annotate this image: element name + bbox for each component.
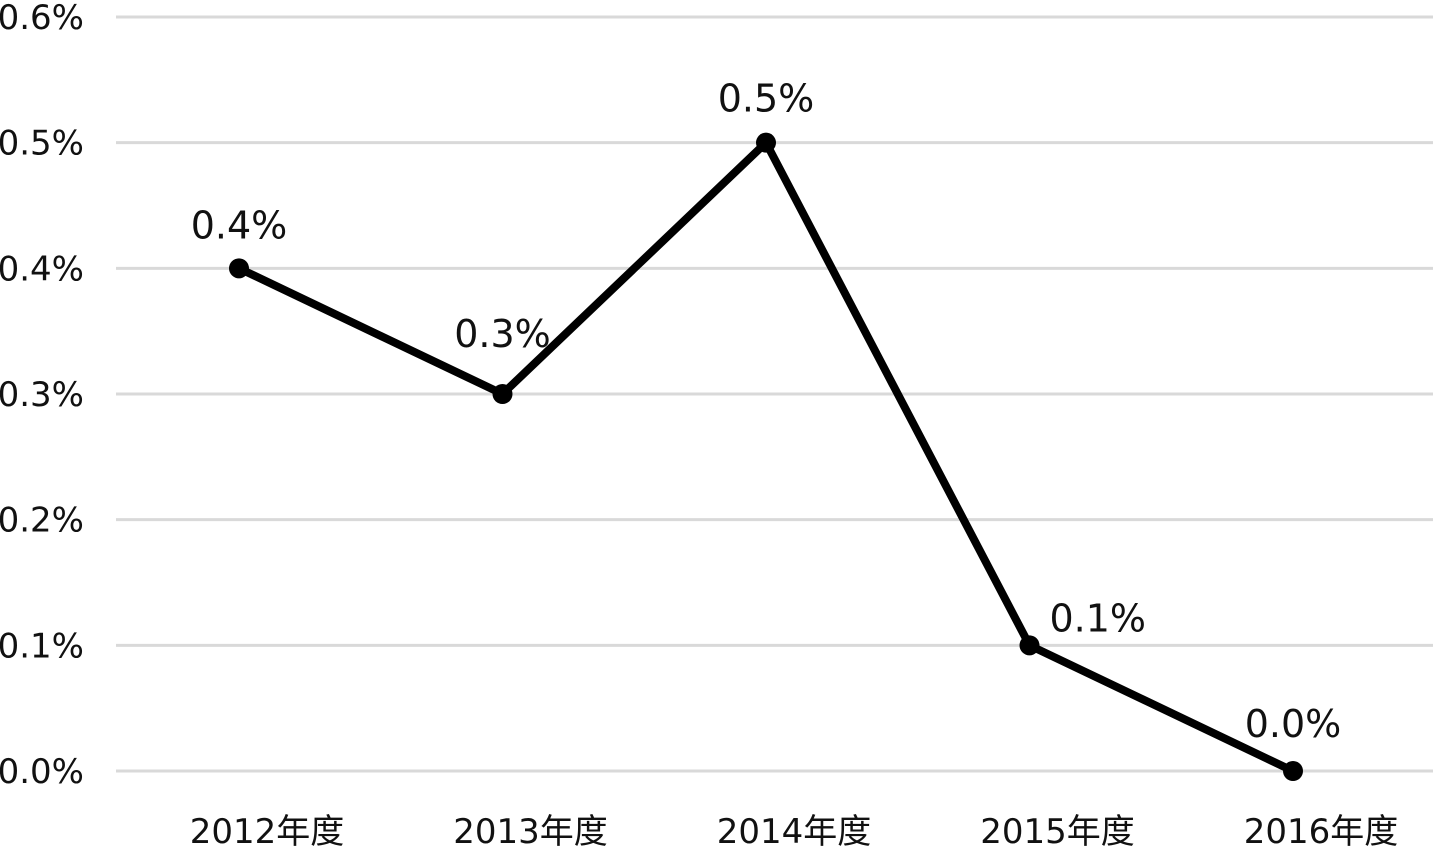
y-tick-label: 0.3%	[0, 375, 84, 415]
series-line	[235, 136, 1297, 775]
y-tick-label: 0.4%	[0, 249, 84, 289]
x-axis-tick-labels: 2012年度 2013年度 2014年度 2015年度 2016年度	[190, 812, 1399, 852]
data-point-marker	[756, 132, 776, 153]
data-point-marker	[229, 258, 249, 279]
gridlines	[116, 15, 1433, 773]
data-point-marker	[1019, 635, 1040, 656]
x-tick-label: 2015年度	[980, 812, 1135, 852]
y-tick-label: 0.0%	[0, 752, 84, 792]
data-label: 0.5%	[718, 77, 815, 121]
data-point-marker	[492, 384, 513, 404]
series-line-group	[229, 132, 1303, 781]
x-tick-label: 2013年度	[453, 812, 608, 852]
y-axis-tick-labels: 0.0% 0.1% 0.2% 0.3% 0.4% 0.5% 0.6%	[0, 0, 84, 792]
data-label: 0.1%	[1050, 596, 1147, 640]
x-tick-label: 2012年度	[190, 812, 345, 852]
data-point-marker	[1283, 761, 1303, 781]
data-label: 0.3%	[454, 312, 551, 356]
data-label: 0.0%	[1245, 702, 1342, 746]
x-tick-label: 2014年度	[717, 812, 872, 852]
y-tick-label: 0.1%	[0, 626, 84, 666]
data-labels: 0.4% 0.3% 0.5% 0.1% 0.0%	[191, 77, 1342, 746]
y-tick-label: 0.2%	[0, 501, 84, 541]
y-tick-label: 0.5%	[0, 124, 84, 164]
data-label: 0.4%	[191, 203, 288, 247]
x-tick-label: 2016年度	[1244, 812, 1399, 852]
y-tick-label: 0.6%	[0, 0, 84, 38]
